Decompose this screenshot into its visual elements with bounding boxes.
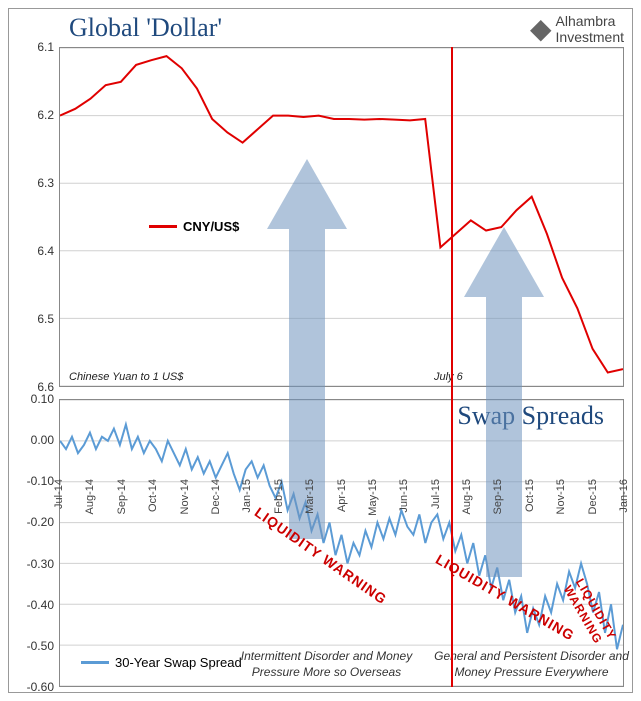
note-yuan: Chinese Yuan to 1 US$	[69, 371, 183, 383]
legend-swap: 30-Year Swap Spread	[81, 655, 242, 670]
ytick: -0.40	[27, 598, 54, 612]
ytick: 6.2	[37, 108, 54, 122]
ytick: -0.20	[27, 515, 54, 529]
xtick: Sep-15	[492, 479, 504, 514]
logo-l1: Alhambra	[556, 13, 616, 29]
ytick: 6.5	[37, 312, 54, 326]
xtick: Mar-15	[304, 479, 316, 514]
legend-label-cny: CNY/US$	[183, 219, 239, 234]
chart-frame: Global 'Dollar' ◆ Alhambra Investment Pa…	[8, 8, 633, 693]
ytick: 6.4	[37, 244, 54, 258]
xtick: Aug-14	[84, 479, 96, 514]
xtick: Oct-14	[147, 479, 159, 512]
arrow-right	[464, 227, 544, 577]
xtick: Aug-15	[461, 479, 473, 514]
xtick: Jul-15	[430, 479, 442, 509]
legend-label-swap: 30-Year Swap Spread	[115, 655, 242, 670]
ytick: -0.60	[27, 680, 54, 694]
caption-left: Intermittent Disorder and Money Pressure…	[229, 649, 424, 680]
xtick: Dec-14	[210, 479, 222, 514]
logo-l2: Investment	[556, 29, 624, 45]
xtick: Sep-14	[116, 479, 128, 514]
xtick: Feb-15	[273, 479, 285, 514]
xtick: Nov-14	[179, 479, 191, 514]
xtick: Jan-15	[241, 479, 253, 513]
ytick: -0.50	[27, 639, 54, 653]
xtick: Jun-15	[398, 479, 410, 513]
legend-swatch-swap	[81, 661, 109, 664]
ytick: 6.1	[37, 40, 54, 54]
xtick: Jul-14	[53, 479, 65, 509]
ytick: 6.3	[37, 176, 54, 190]
xtick: Dec-15	[587, 479, 599, 514]
ytick: -0.10	[27, 474, 54, 488]
xtick: May-15	[367, 479, 379, 516]
legend-cny: CNY/US$	[149, 219, 239, 234]
title-top: Global 'Dollar'	[69, 13, 222, 43]
event-vline	[451, 47, 453, 687]
ytick: 0.10	[31, 392, 54, 406]
ytick: 0.00	[31, 433, 54, 447]
xtick: Jan-16	[618, 479, 630, 513]
xtick: Oct-15	[524, 479, 536, 512]
note-july6: July 6	[434, 371, 463, 383]
xtick: Nov-15	[555, 479, 567, 514]
legend-swatch-cny	[149, 225, 177, 228]
caption-right: General and Persistent Disorder and Mone…	[434, 649, 629, 680]
ytick: -0.30	[27, 557, 54, 571]
xtick: Apr-15	[336, 479, 348, 512]
